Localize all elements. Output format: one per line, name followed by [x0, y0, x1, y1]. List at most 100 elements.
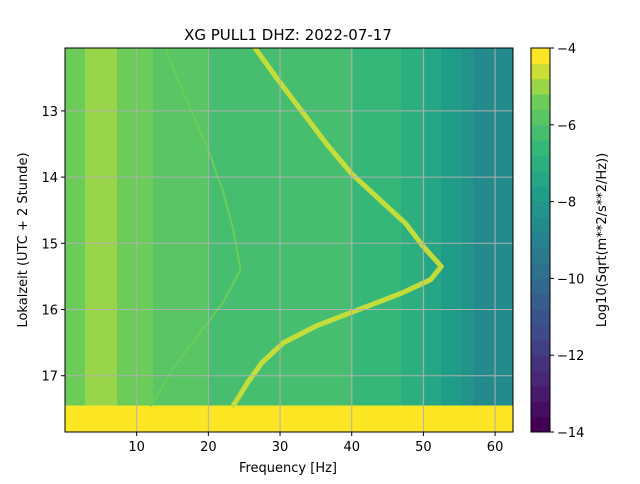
faint-spectral-line [150, 48, 242, 407]
y-axis: 13 14 15 16 17 [41, 105, 65, 385]
colorbar-tick-label: −12 [557, 349, 584, 364]
colorbar-segment [531, 201, 550, 218]
heatmap-column [449, 48, 454, 406]
heatmap-column [433, 48, 438, 406]
heatmap-column [89, 48, 94, 406]
heatmap-column [241, 48, 246, 406]
colorbar-segment [531, 109, 550, 126]
heatmap-column [385, 48, 390, 406]
heatmap-column [297, 48, 302, 406]
colorbar-segment [531, 263, 550, 279]
heatmap-column [477, 48, 482, 406]
heatmap-column [377, 48, 382, 406]
x-tick-label: 50 [415, 440, 432, 455]
colorbar-segment [531, 232, 550, 249]
heatmap-column [485, 48, 490, 406]
heatmap-column [501, 48, 506, 406]
heatmap-column [257, 48, 262, 406]
colorbar-tick-label: −10 [557, 272, 584, 287]
heatmap-column [197, 48, 202, 406]
colorbar-segment [531, 324, 550, 341]
colorbar-segment [531, 124, 550, 141]
x-tick-label: 60 [487, 440, 504, 455]
heatmap-column [417, 48, 422, 406]
heatmap-column [145, 48, 150, 406]
heatmap-column [85, 48, 90, 406]
heatmap-column [457, 48, 462, 406]
heatmap-column [181, 48, 186, 406]
heatmap-column [141, 48, 146, 406]
heatmap-column [289, 48, 294, 406]
heatmap-column [249, 48, 254, 406]
heatmap-column [149, 48, 154, 406]
heatmap-column [161, 48, 166, 406]
colorbar-segment [531, 355, 550, 372]
colorbar-tick-label: −6 [557, 119, 576, 134]
heatmap-column [201, 48, 206, 406]
colorbar-segment [531, 339, 550, 356]
heatmap-column [69, 48, 74, 406]
heatmap-column [273, 48, 278, 406]
heatmap-column [81, 48, 86, 406]
colorbar-segment [531, 293, 550, 310]
data-gap-band [65, 405, 513, 432]
heatmap-column [325, 48, 330, 406]
heatmap-column [329, 48, 334, 406]
tremor-spectral-line [230, 48, 444, 408]
heatmap-column [453, 48, 458, 406]
heatmap-column [413, 48, 418, 406]
heatmap-column [481, 48, 486, 406]
heatmap-column [209, 48, 214, 406]
chart-title: XG PULL1 DHZ: 2022-07-17 [184, 26, 392, 44]
heatmap-column [409, 48, 414, 406]
heatmap-column [341, 48, 346, 406]
heatmap-column [185, 48, 190, 406]
heatmap-column [193, 48, 198, 406]
heatmap-column [509, 48, 513, 406]
heatmap-column [353, 48, 358, 406]
heatmap-column [425, 48, 430, 406]
colorbar-segment [531, 309, 550, 325]
heatmap-column [113, 48, 118, 406]
heatmap-column [233, 48, 238, 406]
colorbar-label: Log10(Sqrt(m**2/s**2/Hz)) [595, 153, 610, 327]
heatmap-column [293, 48, 298, 406]
heatmap-column [473, 48, 478, 406]
heatmap-column [213, 48, 218, 406]
x-axis: 10 20 30 40 50 60 [128, 432, 503, 455]
colorbar-tick-label: −4 [557, 42, 576, 57]
heatmap-column [109, 48, 114, 406]
heatmap-column [429, 48, 434, 406]
heatmap-column [317, 48, 322, 406]
heatmap-column [221, 48, 226, 406]
heatmap-column [505, 48, 510, 406]
heatmap-column [73, 48, 78, 406]
colorbar-segment [531, 48, 550, 64]
colorbar-segment [531, 155, 550, 172]
heatmap-column [229, 48, 234, 406]
heatmap-column [189, 48, 194, 406]
heatmap-column [261, 48, 266, 406]
heatmap-column [253, 48, 258, 406]
heatmap-column [489, 48, 494, 406]
heatmap-column [93, 48, 98, 406]
x-tick-label: 20 [200, 440, 217, 455]
heatmap-column [165, 48, 170, 406]
heatmap-column [281, 48, 286, 406]
heatmap-column [369, 48, 374, 406]
y-axis-label: Lokalzeit (UTC + 2 Stunde) [16, 152, 31, 327]
spectral-lines [150, 48, 444, 408]
colorbar-segment [531, 401, 550, 418]
y-tick-label: 16 [41, 304, 58, 319]
heatmap-column [225, 48, 230, 406]
colorbar-segment [531, 385, 550, 402]
colorbar-segment [531, 278, 550, 295]
heatmap-column [345, 48, 350, 406]
heatmap-column [333, 48, 338, 406]
colorbar-segment [531, 416, 550, 433]
heatmap-column [321, 48, 326, 406]
heatmap-column [277, 48, 282, 406]
colorbar-segment [531, 140, 550, 157]
heatmap-column [121, 48, 126, 406]
heatmap-column [313, 48, 318, 406]
